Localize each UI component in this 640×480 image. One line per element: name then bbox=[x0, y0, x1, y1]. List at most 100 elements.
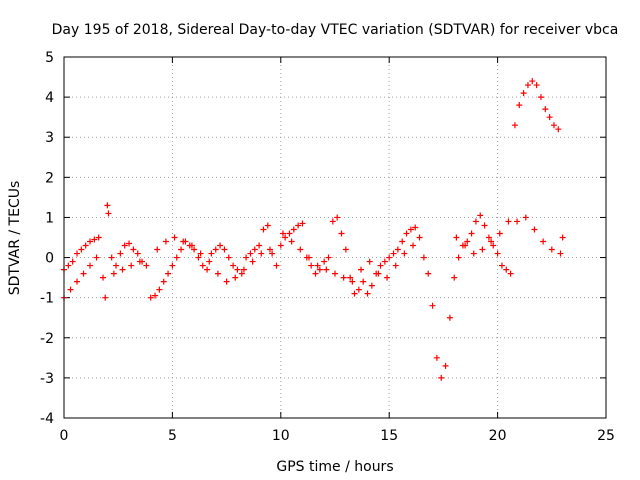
data-point-0-54 bbox=[286, 230, 293, 237]
data-point-0-16 bbox=[121, 242, 128, 249]
data-point-0-14 bbox=[113, 262, 120, 269]
data-point-1-32 bbox=[349, 278, 356, 285]
data-point-0-55 bbox=[290, 226, 297, 233]
data-point-1-38 bbox=[401, 250, 408, 257]
data-point-1-18 bbox=[223, 278, 230, 285]
y-axis-label: SDTVAR / TECUs bbox=[7, 181, 23, 296]
data-point-1-47 bbox=[514, 218, 521, 225]
data-point-0-13 bbox=[108, 254, 115, 261]
data-point-1-43 bbox=[479, 246, 486, 253]
data-point-0-51 bbox=[273, 262, 280, 269]
data-point-0-103 bbox=[498, 262, 505, 269]
data-point-1-42 bbox=[470, 250, 477, 257]
data-point-0-56 bbox=[295, 222, 302, 229]
data-point-1-15 bbox=[197, 250, 204, 257]
data-point-0-45 bbox=[247, 250, 254, 257]
data-point-0-88 bbox=[433, 354, 440, 361]
data-point-0-35 bbox=[204, 266, 211, 273]
data-point-1-29 bbox=[323, 266, 330, 273]
data-point-0-70 bbox=[355, 286, 362, 293]
data-point-0-104 bbox=[503, 266, 510, 273]
data-point-0-23 bbox=[152, 292, 159, 299]
data-point-0-69 bbox=[351, 290, 358, 297]
data-point-0-25 bbox=[160, 278, 167, 285]
data-point-1-3 bbox=[80, 270, 87, 277]
data-point-0-83 bbox=[412, 224, 419, 231]
data-point-0-1 bbox=[65, 262, 72, 269]
data-point-0-5 bbox=[82, 242, 89, 249]
data-point-1-44 bbox=[488, 238, 495, 245]
y-tick-label-5: 1 bbox=[45, 210, 54, 226]
data-point-1-50 bbox=[540, 238, 547, 245]
data-point-0-61 bbox=[316, 266, 323, 273]
data-point-1-7 bbox=[119, 266, 126, 273]
data-point-1-51 bbox=[548, 246, 555, 253]
data-point-0-4 bbox=[78, 246, 85, 253]
data-point-1-28 bbox=[314, 262, 321, 269]
data-point-0-99 bbox=[481, 222, 488, 229]
data-point-0-76 bbox=[381, 258, 388, 265]
data-point-0-92 bbox=[451, 274, 458, 281]
data-point-1-2 bbox=[74, 278, 81, 285]
y-tick-label-4: 0 bbox=[45, 251, 54, 267]
data-point-0-29 bbox=[178, 246, 185, 253]
data-point-0-80 bbox=[399, 238, 406, 245]
data-point-0-66 bbox=[338, 230, 345, 237]
data-point-1-5 bbox=[93, 254, 100, 261]
data-point-0-39 bbox=[221, 246, 228, 253]
data-markers bbox=[61, 78, 566, 381]
data-point-1-19 bbox=[232, 274, 239, 281]
y-tick-label-6: 2 bbox=[45, 170, 54, 186]
x-tick-label-5: 25 bbox=[597, 428, 615, 444]
data-point-1-37 bbox=[392, 262, 399, 269]
data-point-1-35 bbox=[375, 270, 382, 277]
data-point-1-49 bbox=[531, 226, 538, 233]
y-tick-label-2: -2 bbox=[40, 331, 54, 347]
y-tick-label-1: -3 bbox=[40, 371, 54, 387]
data-point-0-3 bbox=[74, 250, 81, 257]
data-point-0-116 bbox=[555, 126, 562, 133]
data-point-0-91 bbox=[446, 314, 453, 321]
data-point-0-110 bbox=[529, 78, 536, 85]
data-point-0-24 bbox=[156, 286, 163, 293]
x-tick-label-4: 20 bbox=[489, 428, 507, 444]
grid-lines bbox=[64, 57, 606, 418]
data-point-1-34 bbox=[366, 258, 373, 265]
data-point-1-39 bbox=[410, 242, 417, 249]
data-point-0-112 bbox=[537, 94, 544, 101]
data-point-0-95 bbox=[464, 238, 471, 245]
data-point-0-81 bbox=[403, 230, 410, 237]
data-point-1-46 bbox=[505, 218, 512, 225]
data-point-0-68 bbox=[347, 274, 354, 281]
data-point-0-107 bbox=[516, 102, 523, 109]
data-point-0-44 bbox=[243, 254, 250, 261]
data-point-1-41 bbox=[462, 242, 469, 249]
data-point-0-114 bbox=[546, 114, 553, 121]
data-point-0-98 bbox=[477, 212, 484, 219]
data-point-0-96 bbox=[468, 230, 475, 237]
data-point-0-43 bbox=[238, 270, 245, 277]
data-point-0-6 bbox=[87, 238, 94, 245]
data-point-0-26 bbox=[165, 270, 172, 277]
data-point-0-60 bbox=[312, 270, 319, 277]
data-point-0-49 bbox=[264, 222, 271, 229]
data-point-0-93 bbox=[455, 254, 462, 261]
data-point-0-87 bbox=[429, 302, 436, 309]
data-point-0-47 bbox=[256, 242, 263, 249]
data-point-0-52 bbox=[277, 242, 284, 249]
data-point-0-38 bbox=[217, 242, 224, 249]
data-point-0-57 bbox=[299, 220, 306, 227]
data-point-1-36 bbox=[384, 274, 391, 281]
data-point-0-86 bbox=[425, 270, 432, 277]
data-point-0-18 bbox=[130, 246, 137, 253]
data-point-1-26 bbox=[297, 246, 304, 253]
data-point-1-10 bbox=[154, 246, 161, 253]
data-point-0-78 bbox=[390, 250, 397, 257]
data-point-0-82 bbox=[407, 226, 414, 233]
data-point-0-97 bbox=[472, 218, 479, 225]
data-point-1-25 bbox=[288, 238, 295, 245]
data-point-1-13 bbox=[180, 238, 187, 245]
data-point-0-28 bbox=[173, 254, 180, 261]
data-point-0-40 bbox=[225, 254, 232, 261]
